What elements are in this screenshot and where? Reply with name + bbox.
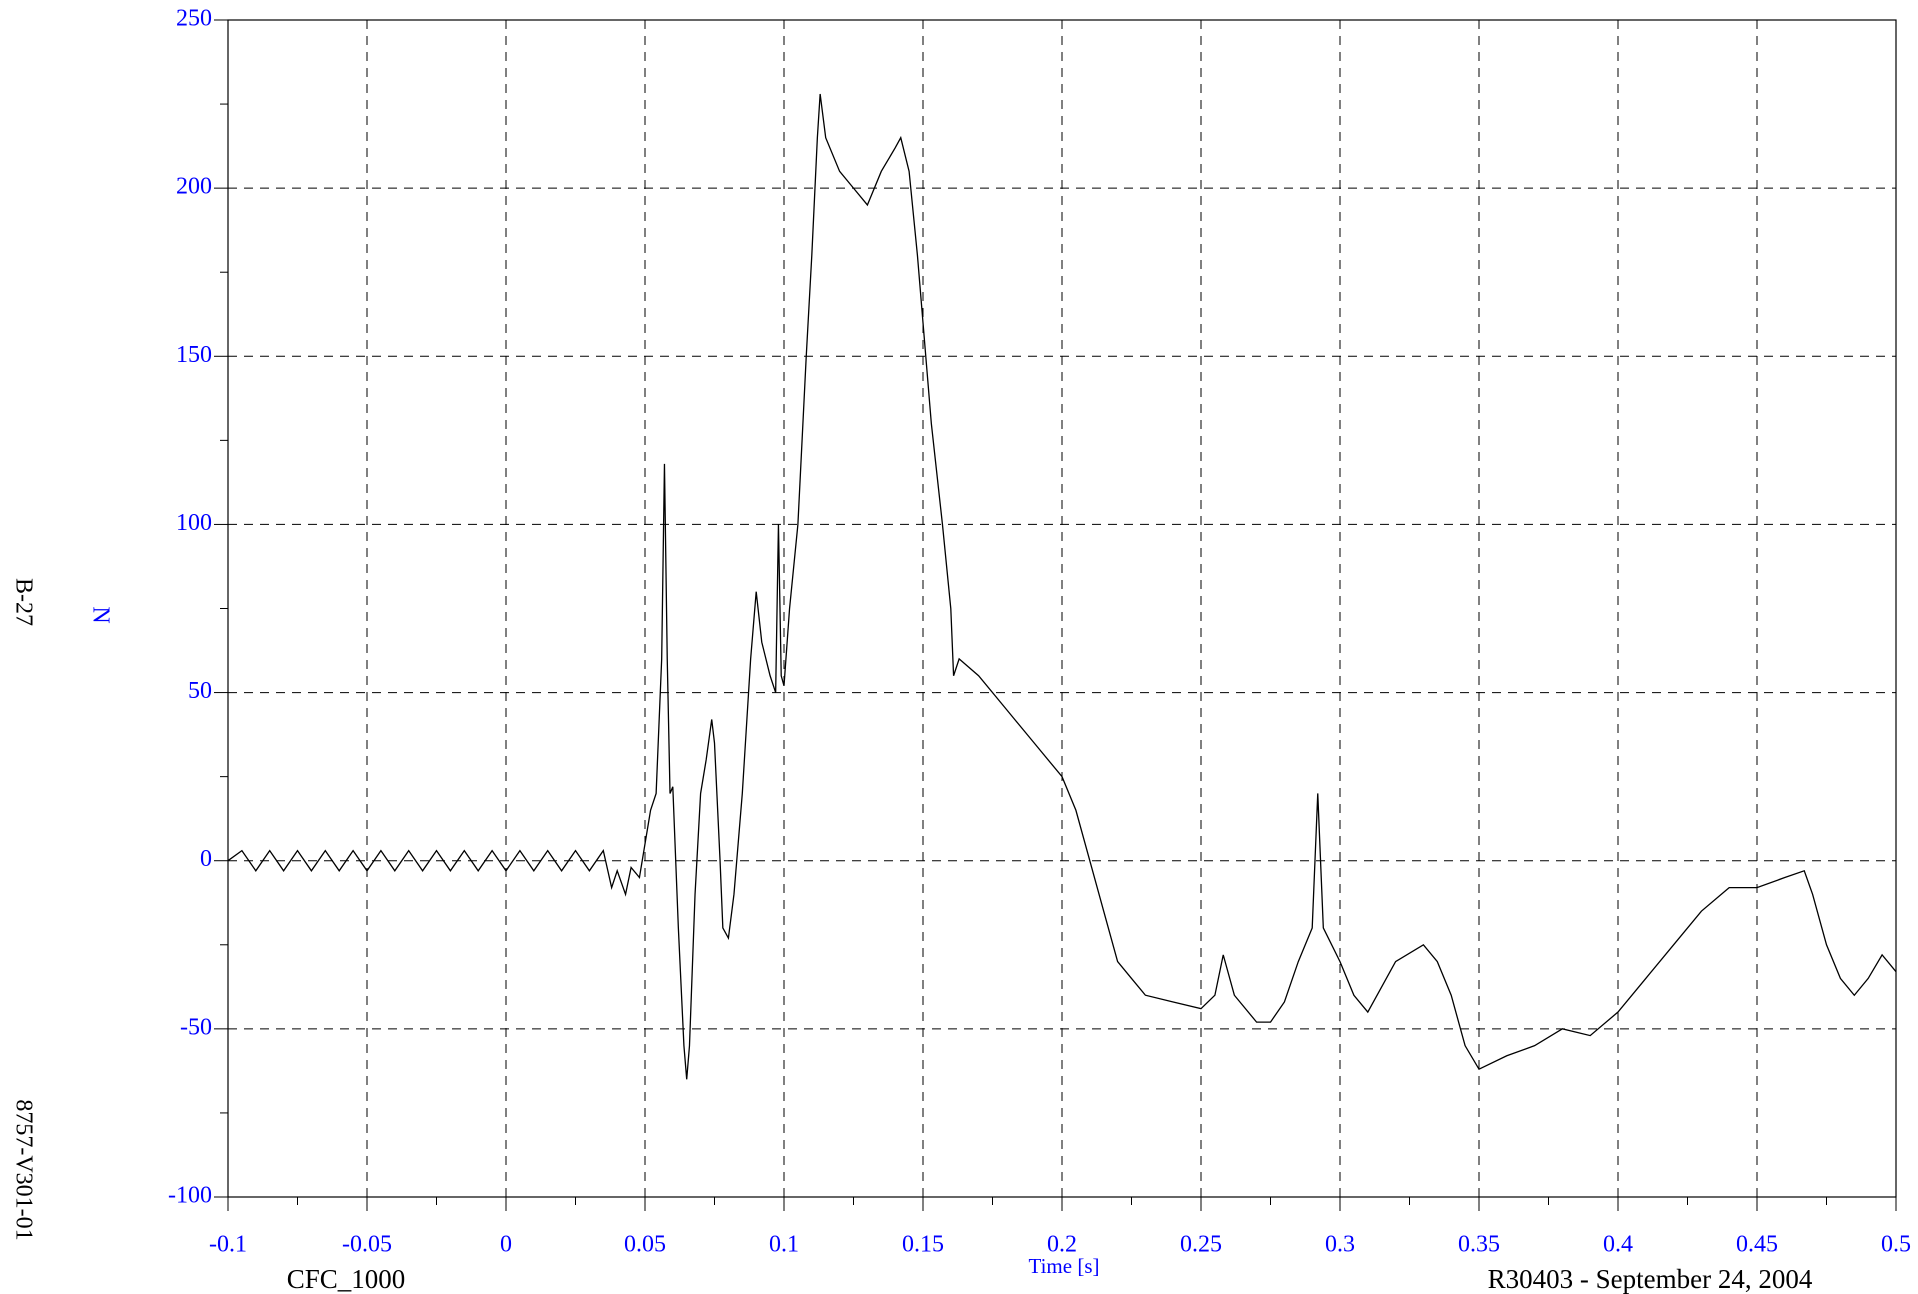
plot-frame	[227, 19, 1897, 1198]
y-tick-label: -100	[168, 1183, 212, 1209]
y-tick-label: 150	[176, 342, 212, 368]
side-label: 8757-V301-01	[10, 1099, 36, 1240]
x-tick-label: 0.1	[769, 1232, 799, 1258]
y-tick-label: 100	[176, 510, 212, 536]
y-tick-label: 0	[200, 846, 212, 872]
x-tick-label: 0.35	[1458, 1232, 1500, 1258]
x-tick-label: 0.2	[1047, 1232, 1077, 1258]
x-tick-label: 0.05	[624, 1232, 666, 1258]
x-tick-label: 0.45	[1736, 1232, 1778, 1258]
x-tick-label: -0.1	[209, 1232, 247, 1258]
x-tick-label: 0.5	[1881, 1232, 1911, 1258]
x-tick-label: 0.25	[1180, 1232, 1222, 1258]
x-tick-label: 0.4	[1603, 1232, 1633, 1258]
x-axis-label: Time [s]	[1029, 1254, 1100, 1278]
y-axis-label: N	[87, 606, 113, 623]
y-tick-label: 250	[176, 6, 212, 32]
x-tick-label: 0.15	[902, 1232, 944, 1258]
footer-right: R30403 - September 24, 2004	[1488, 1264, 1813, 1294]
footer-left: CFC_1000	[287, 1264, 406, 1294]
x-tick-label: 0	[500, 1232, 512, 1258]
x-tick-label: -0.05	[342, 1232, 392, 1258]
side-label: B-27	[10, 578, 36, 626]
x-tick-label: 0.3	[1325, 1232, 1355, 1258]
data-line	[227, 93, 1897, 1080]
y-tick-label: -50	[180, 1014, 212, 1040]
y-tick-label: 200	[176, 174, 212, 200]
y-tick-label: 50	[188, 678, 212, 704]
